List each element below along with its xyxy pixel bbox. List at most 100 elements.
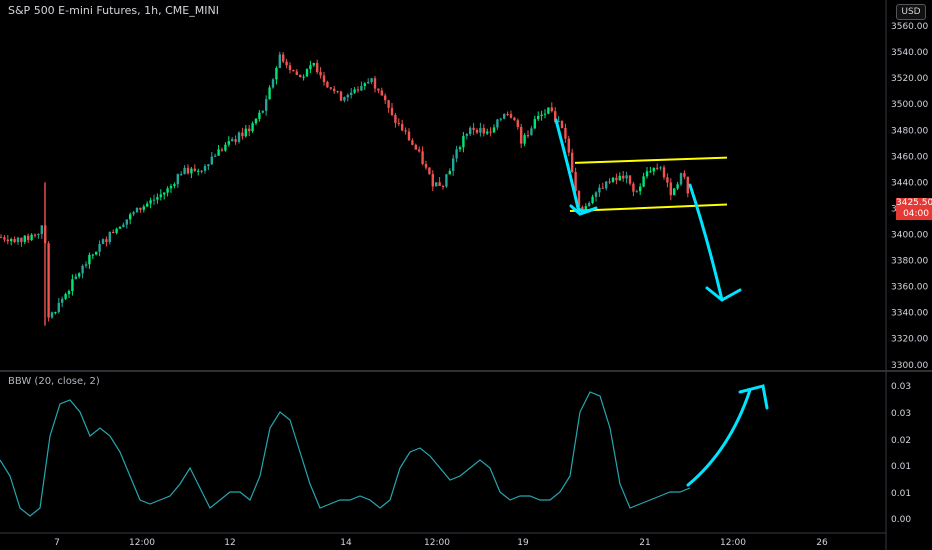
candle-body bbox=[20, 237, 23, 242]
candle-body bbox=[526, 135, 530, 137]
price-axis-tick: 3540.00 bbox=[891, 48, 928, 58]
candle-body bbox=[520, 126, 523, 144]
candle-body bbox=[581, 207, 584, 211]
candle-body bbox=[258, 112, 261, 119]
down-arrow-drawing-1 bbox=[554, 118, 598, 213]
price-axis-tick: 3520.00 bbox=[891, 74, 928, 84]
candle-body bbox=[424, 164, 428, 168]
bbw-line bbox=[0, 391, 691, 517]
candle-body bbox=[377, 88, 380, 91]
candle-body bbox=[421, 151, 424, 165]
candle-body bbox=[523, 135, 526, 144]
candle-body bbox=[180, 174, 183, 176]
candle-body bbox=[632, 183, 635, 192]
candle-body bbox=[336, 91, 339, 93]
price-axis-tick: 3300.00 bbox=[891, 361, 928, 371]
candle-body bbox=[135, 207, 139, 213]
candle-body bbox=[666, 177, 669, 183]
candle-body bbox=[418, 149, 421, 152]
candle-body bbox=[231, 139, 234, 142]
candle-body bbox=[639, 186, 642, 192]
candle-body bbox=[414, 144, 417, 150]
candle-body bbox=[387, 100, 390, 108]
price-axis-tick: 3460.00 bbox=[891, 152, 928, 162]
candle-body bbox=[169, 186, 173, 189]
candle-body bbox=[224, 144, 227, 151]
candle-body bbox=[503, 114, 506, 119]
candle-body bbox=[649, 171, 652, 173]
candle-body bbox=[142, 206, 145, 210]
candle-body bbox=[441, 185, 445, 187]
candle-body bbox=[380, 90, 383, 96]
candle-body bbox=[404, 130, 407, 132]
candle-body bbox=[67, 291, 71, 294]
candle-body bbox=[458, 147, 462, 150]
candle-body bbox=[591, 196, 594, 203]
candle-body bbox=[635, 191, 638, 193]
candle-body bbox=[13, 239, 16, 243]
candle-body bbox=[605, 181, 608, 189]
price-axis-tick: 3480.00 bbox=[891, 126, 928, 136]
candle-body bbox=[394, 114, 397, 123]
candle-body bbox=[115, 228, 118, 233]
candle-body bbox=[567, 138, 570, 153]
candle-body bbox=[465, 134, 468, 136]
candle-body bbox=[363, 83, 366, 86]
candle-body bbox=[577, 191, 581, 208]
candle-body bbox=[584, 206, 587, 211]
candle-body bbox=[557, 120, 560, 123]
candle-body bbox=[210, 156, 213, 165]
candle-body bbox=[302, 76, 305, 78]
candle-body bbox=[299, 74, 302, 78]
candle-body bbox=[71, 279, 74, 292]
candle-body bbox=[373, 78, 377, 89]
candle-body bbox=[509, 114, 513, 118]
candle-body bbox=[91, 254, 94, 256]
candle-body bbox=[193, 168, 196, 171]
indicator-axis-tick: 0.01 bbox=[891, 489, 911, 499]
candle-body bbox=[625, 175, 628, 179]
candle-body bbox=[81, 265, 84, 274]
candle-body bbox=[197, 170, 200, 172]
candle-body bbox=[105, 239, 108, 243]
candle-body bbox=[407, 131, 411, 141]
candle-body bbox=[132, 212, 135, 215]
candle-body bbox=[200, 170, 203, 172]
candle-body bbox=[662, 167, 666, 178]
candle-body bbox=[285, 61, 288, 66]
candle-body bbox=[305, 69, 309, 77]
candle-body bbox=[598, 187, 601, 193]
candle-body bbox=[350, 92, 353, 96]
candle-body bbox=[550, 107, 553, 112]
indicator-axis-tick: 0.03 bbox=[891, 382, 911, 392]
candle-body bbox=[214, 155, 217, 157]
candle-body bbox=[288, 65, 292, 70]
candle-body bbox=[611, 177, 615, 182]
candle-body bbox=[594, 192, 598, 197]
candle-body bbox=[125, 219, 128, 225]
candle-body bbox=[618, 175, 621, 181]
candle-body bbox=[74, 276, 77, 280]
candle-body bbox=[40, 225, 43, 235]
down-arrow-drawing-2 bbox=[688, 183, 724, 302]
indicator-axis-tick: 0.03 bbox=[891, 409, 911, 419]
candle-body bbox=[622, 175, 625, 179]
bar-countdown-label: 04:00 bbox=[896, 209, 932, 220]
candle-body bbox=[241, 132, 244, 137]
candle-body bbox=[3, 237, 6, 240]
candle-body bbox=[686, 176, 689, 194]
chart-title: S&P 500 E-mini Futures, 1h, CME_MINI bbox=[8, 4, 219, 17]
time-axis-tick: 21 bbox=[639, 538, 650, 548]
candle-body bbox=[571, 152, 574, 173]
arrow-head-2 bbox=[705, 286, 742, 302]
candle-body bbox=[652, 167, 655, 172]
candle-body bbox=[560, 120, 564, 128]
candle-body bbox=[295, 71, 298, 75]
indicator-axis-tick: 0.00 bbox=[891, 515, 911, 525]
candle-body bbox=[152, 199, 156, 201]
candle-body bbox=[506, 114, 509, 116]
candle-body bbox=[642, 176, 645, 187]
indicator-title: BBW (20, close, 2) bbox=[8, 376, 100, 387]
currency-badge[interactable]: USD bbox=[896, 4, 926, 20]
